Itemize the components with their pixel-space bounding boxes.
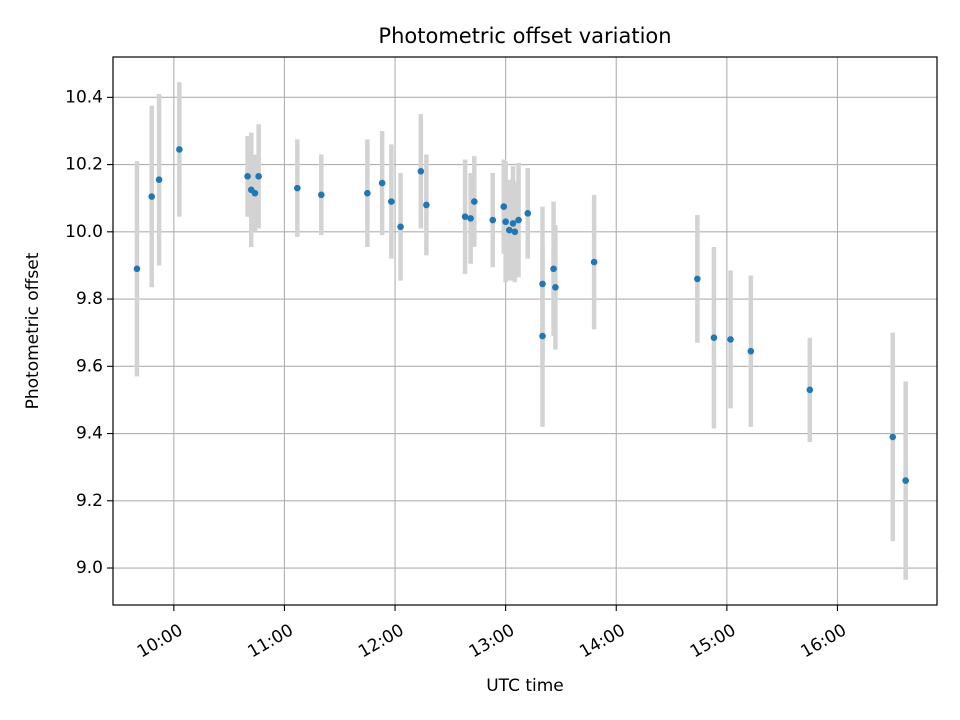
data-point: [511, 228, 519, 236]
data-point: [417, 168, 425, 175]
y-tick-label: 9.6: [76, 356, 103, 376]
y-tick-label: 9.4: [76, 424, 103, 444]
x-axis-label: UTC time: [486, 676, 564, 696]
data-point: [467, 215, 474, 222]
data-point: [489, 216, 497, 224]
data-point: [461, 213, 469, 220]
data-points: [133, 146, 909, 484]
data-point: [727, 336, 734, 343]
data-point: [255, 173, 262, 180]
chart-title: Photometric offset variation: [378, 24, 671, 48]
data-point: [155, 176, 163, 184]
data-point: [539, 332, 546, 340]
grid: [113, 57, 937, 605]
data-point: [590, 258, 598, 266]
data-point: [539, 280, 546, 288]
y-tick-label: 10.2: [65, 155, 103, 175]
data-point: [552, 283, 559, 291]
data-point: [502, 218, 509, 226]
data-point: [524, 210, 532, 217]
data-point: [318, 191, 325, 199]
data-point: [500, 203, 508, 210]
data-point: [148, 193, 156, 200]
data-point: [294, 184, 301, 192]
data-point: [397, 223, 404, 231]
data-point: [176, 146, 183, 153]
data-point: [509, 220, 517, 227]
data-point: [378, 179, 386, 187]
y-tick-label: 9.2: [76, 491, 103, 511]
data-point: [806, 386, 814, 394]
y-tick-label: 9.8: [76, 289, 103, 309]
data-point: [515, 216, 522, 224]
y-tick-label: 10.0: [65, 222, 103, 242]
data-point: [694, 275, 701, 283]
data-point: [133, 265, 141, 273]
plot-frame: [112, 56, 938, 606]
data-point: [747, 347, 755, 355]
data-point: [423, 201, 430, 209]
y-axis-label: Photometric offset: [23, 252, 43, 409]
data-point: [889, 433, 897, 441]
data-point: [251, 189, 259, 197]
data-point: [388, 198, 395, 205]
y-tick-label: 9.0: [76, 558, 103, 578]
data-point: [710, 334, 718, 342]
data-point: [506, 226, 513, 234]
data-point: [902, 477, 909, 484]
data-point: [244, 173, 251, 180]
data-point: [364, 189, 371, 197]
y-tick-label: 10.4: [65, 87, 103, 107]
data-point: [550, 265, 557, 273]
data-point: [471, 198, 478, 205]
